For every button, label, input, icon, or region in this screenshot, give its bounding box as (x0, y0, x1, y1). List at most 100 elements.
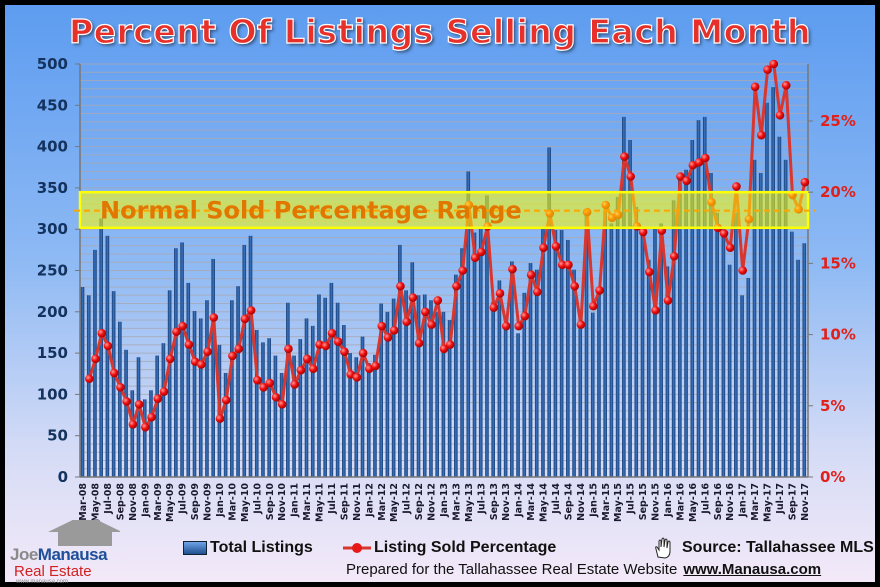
data-point (134, 400, 144, 409)
data-point (595, 286, 604, 295)
x-tick-label: Jan-14 (514, 483, 525, 518)
data-point (757, 130, 766, 140)
left-tick-label: 350 (37, 179, 68, 197)
x-tick-label: May-13 (464, 483, 475, 522)
data-point (551, 241, 561, 251)
bar (174, 248, 178, 477)
x-tick-label: Jul-12 (402, 483, 413, 515)
x-tick-label: Sep-12 (414, 483, 425, 520)
bar (522, 292, 527, 477)
bar (86, 295, 91, 477)
x-tick-label: Nov-15 (651, 483, 662, 521)
data-point (663, 296, 673, 305)
bar (416, 295, 421, 477)
data-point (184, 340, 194, 349)
bar (310, 325, 315, 477)
x-tick-label: Nov-09 (203, 483, 214, 521)
bar (478, 226, 483, 477)
bar (167, 290, 172, 477)
data-point (682, 176, 691, 186)
bar (553, 230, 558, 477)
data-point (533, 287, 542, 297)
bar (740, 295, 744, 477)
bar (155, 355, 159, 477)
hand-icon (655, 537, 671, 559)
bar (578, 310, 583, 477)
x-tick-label: Sep-17 (787, 483, 798, 520)
data-point (253, 375, 262, 385)
bar (99, 218, 103, 477)
logo-text-url: www.manausa.com (16, 579, 69, 585)
bar (335, 302, 340, 477)
data-point (321, 341, 331, 351)
logo-text-joe: Joe (10, 545, 38, 564)
x-tick-label: May-14 (539, 483, 550, 522)
x-tick-label: Mar-14 (526, 483, 537, 521)
data-point (159, 387, 169, 396)
bar (192, 310, 197, 477)
bar (491, 301, 495, 477)
data-point (246, 306, 256, 315)
bar (410, 262, 415, 477)
bar (503, 323, 508, 477)
data-point (501, 321, 511, 331)
data-point (240, 314, 250, 324)
source-note: Source: Tallahassee MLS (652, 537, 874, 559)
left-tick-label: 100 (37, 385, 68, 403)
data-point (408, 293, 418, 302)
bar (211, 258, 215, 477)
right-axis-ticks: 0% 5% 10% 15% 20% 25% (808, 112, 856, 486)
data-point (309, 364, 318, 374)
data-point (340, 347, 349, 356)
x-tick-label: Nov-08 (128, 483, 139, 521)
bar (559, 230, 564, 477)
data-point (570, 281, 579, 291)
bar (360, 336, 365, 477)
bar (142, 399, 147, 477)
bar (702, 116, 707, 477)
x-tick-label: Nov-13 (501, 483, 512, 521)
data-point (402, 317, 411, 327)
left-tick-label: 50 (47, 427, 68, 445)
x-tick-label: Jul-10 (252, 483, 263, 515)
x-tick-label: Sep-10 (265, 483, 276, 521)
website-link[interactable]: www.Manausa.com (683, 561, 822, 578)
bar (485, 195, 489, 478)
data-point (750, 82, 760, 92)
bar (659, 223, 663, 477)
x-tick-label: Sep-11 (339, 483, 350, 520)
bar (665, 266, 670, 477)
data-point (91, 354, 100, 364)
x-tick-label: Jan-16 (663, 483, 674, 518)
x-tick-label: Sep-08 (115, 483, 126, 521)
bar (429, 300, 433, 477)
x-tick-label: Mar-12 (377, 483, 388, 521)
data-point (414, 338, 424, 348)
bar (80, 287, 85, 477)
data-point (564, 260, 573, 270)
bar (640, 233, 645, 477)
legend-label: Listing Sold Percentage (374, 539, 557, 556)
bar (454, 274, 458, 477)
bar (198, 318, 203, 477)
bar (615, 196, 620, 477)
logo-title: JoeManausa (10, 545, 108, 564)
bar (783, 159, 788, 478)
x-tick-label: Sep-13 (489, 483, 500, 520)
data-point (277, 400, 287, 409)
x-tick-label: Mar-15 (601, 483, 612, 521)
bar (653, 226, 657, 477)
bar (186, 282, 191, 477)
bar (317, 294, 321, 477)
data-point (520, 311, 530, 321)
legend-label: Total Listings (210, 539, 313, 556)
bar (111, 291, 116, 477)
right-tick-label: 15% (820, 254, 856, 272)
left-axis-ticks: 0 50 100 150 200 250 300 350 400 450 500 (37, 55, 80, 486)
data-point (433, 296, 443, 305)
left-tick-label: 500 (37, 55, 68, 73)
data-point (259, 382, 268, 392)
data-point (215, 414, 225, 423)
left-tick-label: 400 (37, 138, 68, 156)
